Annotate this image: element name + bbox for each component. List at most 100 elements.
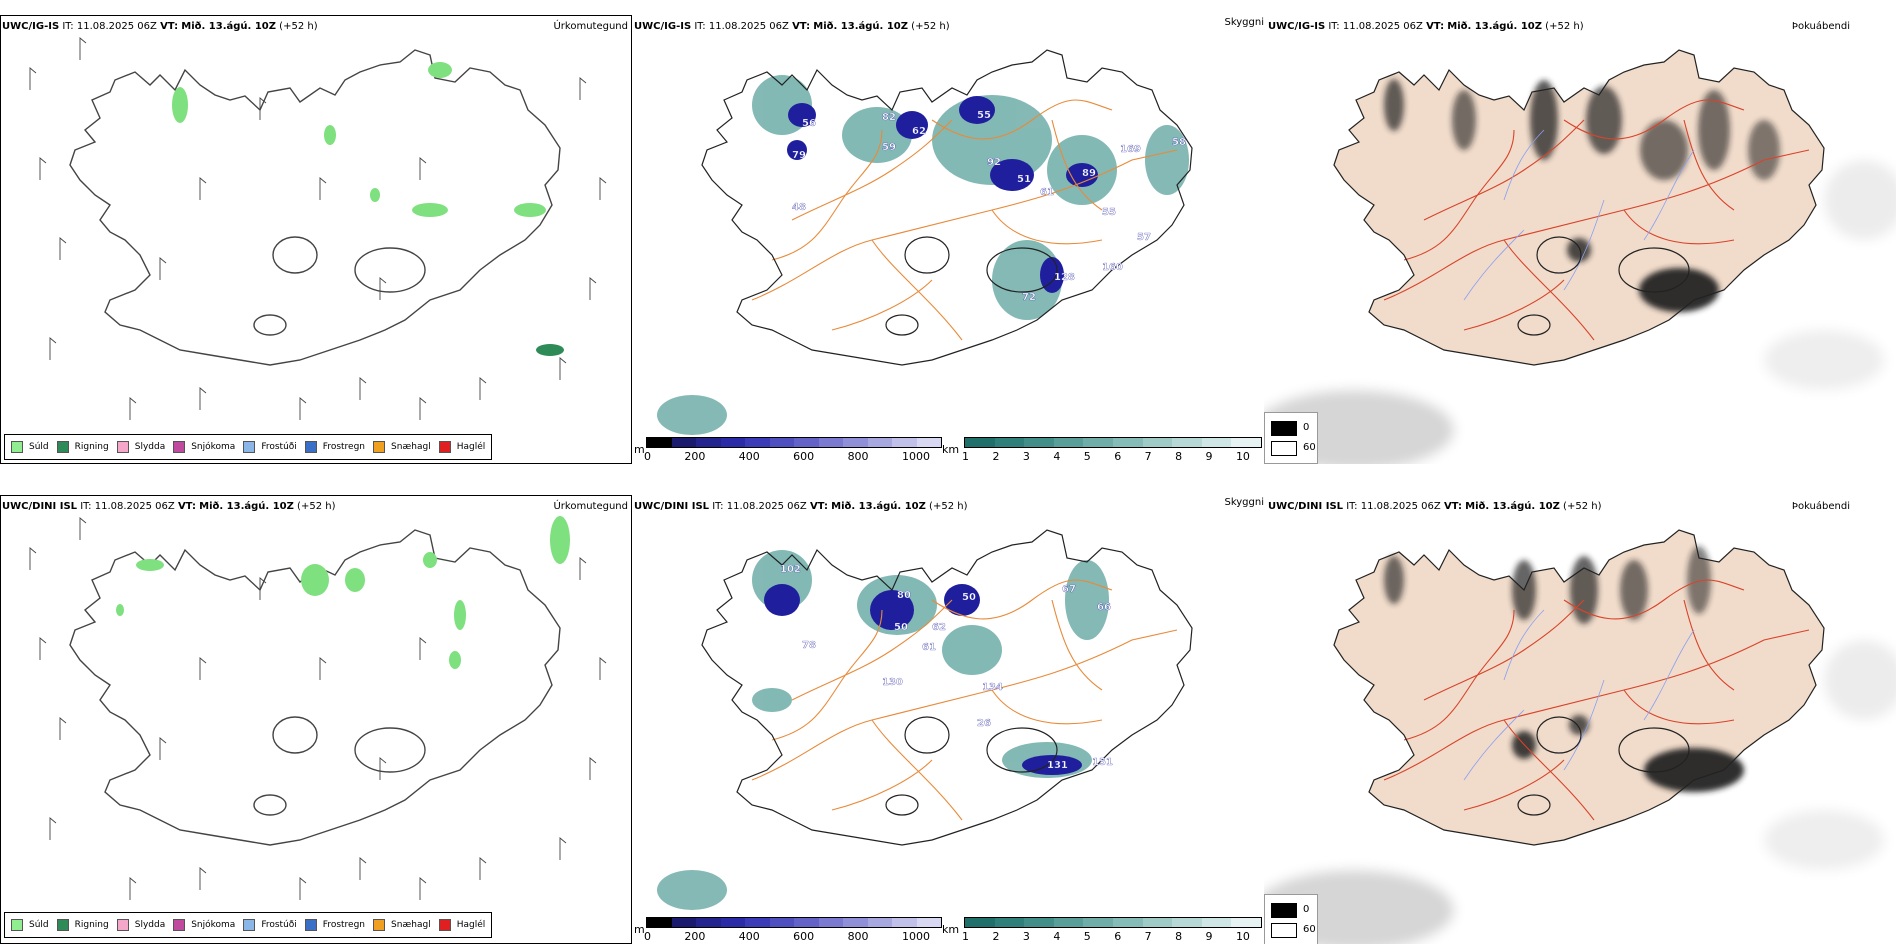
visibility-label: 80 — [897, 590, 911, 601]
visibility-labels: 102 80 50 62 78 61 50 67 66 130 134 26 131 151 — [780, 564, 1113, 771]
colorbar-cells — [646, 917, 942, 928]
colorbar-cell — [916, 918, 941, 927]
legend-swatch — [11, 441, 23, 453]
panel-header: UWC/IG-IS IT: 11.08.2025 06Z VT: Mið. 13… — [634, 21, 950, 32]
visibility-label: 58 — [1172, 137, 1186, 148]
fog-legend-swatch-high — [1271, 903, 1297, 918]
vt-label: VT: — [177, 501, 196, 512]
colorbar-tick: 400 — [738, 930, 760, 943]
it-label: IT: — [80, 501, 92, 512]
colorbar-cell — [1172, 438, 1202, 447]
colorbar-cell — [843, 918, 868, 927]
precip-legend-item: Frostregn — [304, 919, 366, 931]
colorbar-cell — [1142, 918, 1173, 927]
colorbar-unit: km — [942, 443, 960, 456]
visibility-label: 79 — [792, 150, 806, 161]
visibility-map-top: 56 62 55 59 51 79 92 61 89 58 55 82 48 57 128 169 72 160 — [657, 0, 1264, 435]
visibility-label: 130 — [882, 677, 903, 688]
model-name: UWC/IG-IS — [1268, 21, 1326, 32]
fog-panel-bottom: UWC/DINI ISL IT: 11.08.2025 06Z VT: Mið.… — [1264, 480, 1896, 944]
it-label: IT: — [1346, 501, 1358, 512]
colorbar-tick: 0 — [644, 930, 651, 943]
colorbar-unit: m — [634, 923, 645, 936]
colorbar-tick: 4 — [1053, 930, 1061, 943]
fog-map-bottom — [1264, 480, 1896, 944]
colorbar-cell — [867, 918, 892, 927]
it-label: IT: — [694, 21, 706, 32]
colorbar-tick: 3 — [1022, 450, 1030, 463]
colorbar-tick: 6 — [1114, 450, 1122, 463]
lead-time: (+52 h) — [1563, 501, 1602, 512]
it-value: 11.08.2025 06Z — [1342, 21, 1423, 32]
model-name: UWC/IG-IS — [634, 21, 692, 32]
colorbar-cell — [818, 918, 843, 927]
precip-legend-item: Snæhagl — [373, 919, 431, 931]
legend-swatch — [243, 919, 256, 931]
colorbar-cell — [1024, 438, 1054, 447]
colorbar-cell — [1201, 918, 1232, 927]
colorbar-tick: 8 — [1175, 450, 1183, 463]
precip-title: Úrkomutegund — [553, 21, 628, 32]
fog-legend-swatch-high — [1271, 421, 1297, 436]
colorbar-tick: 8 — [1175, 930, 1183, 943]
visibility-label: 131 — [1047, 760, 1068, 771]
vt-label: VT: — [160, 21, 179, 32]
fog-map-top — [1264, 0, 1896, 464]
colorbar-tick: 200 — [684, 450, 706, 463]
colorbar-tick: 600 — [793, 930, 815, 943]
fog-legend: 0 60 — [1264, 412, 1318, 464]
colorbar-tick: 2 — [992, 450, 1000, 463]
colorbar-cell — [1083, 438, 1113, 447]
colorbar-cell — [696, 918, 721, 927]
colorbar-tick: 800 — [847, 930, 869, 943]
visibility-label: 82 — [882, 112, 896, 123]
colorbar-tick: 1000 — [901, 450, 930, 463]
legend-label: Slydda — [134, 920, 166, 930]
colorbar-cell — [1231, 918, 1261, 927]
colorbar-cell — [794, 918, 819, 927]
colorbar-cell — [994, 438, 1025, 447]
colorbar-ticks: 1 2 3 4 5 6 7 8 9 10 — [962, 930, 1250, 943]
panel-header: UWC/DINI ISL IT: 11.08.2025 06Z VT: Mið.… — [634, 501, 967, 512]
vt-label: VT: — [1426, 21, 1445, 32]
fog-legend-swatch-low — [1271, 441, 1297, 456]
colorbar-cell — [1142, 438, 1173, 447]
legend-label: Snæhagl — [391, 920, 431, 930]
precip-legend: Súld Rigning Slydda Snjókoma Frostúði Frostre… — [4, 434, 493, 460]
colorbar-tick: 0 — [644, 450, 651, 463]
vt-label: VT: — [792, 21, 811, 32]
it-label: IT: — [1328, 21, 1340, 32]
colorbar-ticks: 0 200 400 600 800 1000 — [644, 930, 930, 943]
visibility-label: 56 — [802, 118, 816, 129]
vt-label: VT: — [1443, 501, 1462, 512]
lead-time: (+52 h) — [911, 21, 950, 32]
visibility-label: 61 — [1040, 187, 1054, 198]
colorbar-cell — [1112, 438, 1143, 447]
colorbar-tick: 9 — [1205, 450, 1213, 463]
vt-value: Mið. 13.ágú. 10Z — [813, 21, 908, 32]
fog-legend-high: 0 — [1303, 904, 1310, 915]
precip-legend-item: Súld — [11, 441, 49, 453]
it-value: 11.08.2025 06Z — [76, 21, 157, 32]
legend-label: Frostregn — [322, 920, 366, 930]
precip-legend-item: Slydda — [116, 919, 166, 931]
visibility-label: 72 — [1022, 292, 1036, 303]
colorbar-tick: 6 — [1114, 930, 1122, 943]
legend-swatch — [373, 919, 386, 931]
legend-label: Haglél — [456, 920, 486, 930]
legend-swatch — [438, 919, 451, 931]
visibility-label: 59 — [882, 142, 896, 153]
colorbar-cell — [892, 438, 917, 447]
legend-swatch — [116, 441, 129, 453]
it-value: 11.08.2025 06Z — [1360, 501, 1441, 512]
visibility-label: 134 — [982, 682, 1003, 693]
visibility-labels: 56 62 55 59 51 79 92 61 89 58 55 82 48 57 128 169 72 160 — [792, 110, 1186, 303]
visibility-panel-bottom: 102 80 50 62 78 61 50 67 66 130 134 26 131 151 UWC/DI… — [632, 480, 1264, 944]
colorbar-tick: 600 — [793, 450, 815, 463]
precip-legend: Súld Rigning Slydda Snjókoma Frostúði Frostre… — [4, 912, 493, 938]
precip-legend-item: Haglél — [438, 441, 485, 453]
colorbar-cell — [745, 918, 770, 927]
precip-legend-item: Snjókoma — [173, 441, 235, 453]
lead-time: (+52 h) — [1545, 21, 1584, 32]
vt-label: VT: — [809, 501, 828, 512]
